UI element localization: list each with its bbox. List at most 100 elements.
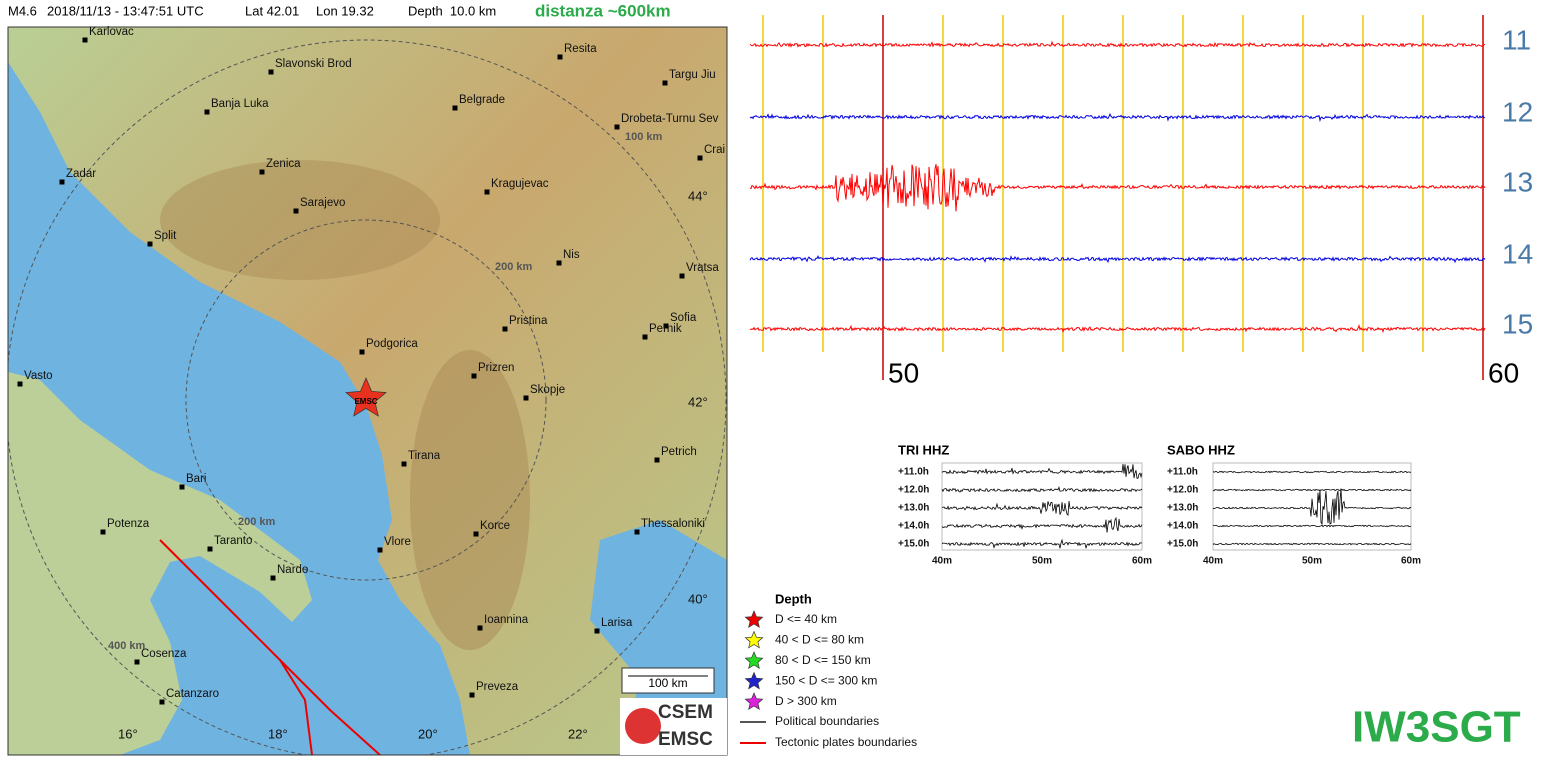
city-label: Preveza: [476, 681, 519, 693]
city-label: Bari: [186, 473, 206, 485]
ring-label: 200 km: [238, 516, 276, 528]
ring-label: 100 km: [625, 131, 663, 143]
city-label: Skopje: [530, 384, 565, 396]
legend-label: D > 300 km: [775, 694, 837, 708]
legend-label: 80 < D <= 150 km: [775, 653, 871, 667]
city-label: Kragujevac: [491, 178, 549, 190]
scale-bar-label: 100 km: [648, 676, 687, 690]
city-label: Catanzaro: [166, 688, 219, 700]
header-datetime: 2018/11/13 - 13:47:51 UTC: [47, 3, 204, 18]
latitude-label: 40°: [688, 591, 708, 606]
minute-label: 50: [888, 357, 919, 388]
legend-label: D <= 40 km: [775, 612, 837, 626]
logo-text: EMSC: [658, 729, 713, 750]
city-label: Targu Jiu: [669, 69, 716, 81]
city-marker: [100, 529, 106, 535]
city-label: Korce: [480, 520, 510, 532]
station-name: SABO HHZ: [1167, 442, 1235, 457]
city-marker: [697, 155, 703, 161]
city-marker: [642, 334, 648, 340]
longitude-label: 16°: [118, 726, 138, 741]
city-label: Pernik: [649, 323, 682, 335]
hour-label: +13.0h: [898, 503, 929, 514]
city-label: Vlore: [384, 536, 411, 548]
watermark: IW3SGT: [1352, 703, 1521, 752]
city-marker: [259, 169, 265, 175]
city-marker: [159, 699, 165, 705]
city-marker: [557, 54, 563, 60]
mountains: [410, 350, 530, 650]
trace-label: 14: [1502, 238, 1533, 269]
city-marker: [662, 80, 668, 86]
city-marker: [82, 37, 88, 43]
legend-star: [744, 651, 764, 670]
city-marker: [179, 484, 185, 490]
seismic-trace: [749, 323, 1486, 334]
city-label: Larisa: [601, 617, 633, 629]
longitude-label: 18°: [268, 726, 288, 741]
header-magnitude: M4.6: [8, 3, 37, 18]
city-label: Zadar: [66, 168, 96, 180]
city-label: Zenica: [266, 158, 301, 170]
longitude-label: 22°: [568, 726, 588, 741]
latitude-label: 44°: [688, 188, 708, 203]
station-trace: [941, 485, 1143, 493]
city-label: Belgrade: [459, 94, 505, 106]
city-marker: [471, 373, 477, 379]
city-marker: [293, 208, 299, 214]
city-marker: [401, 461, 407, 467]
legend-star: [744, 671, 764, 690]
city-label: Karlovac: [89, 26, 134, 38]
city-label: Nis: [563, 249, 580, 261]
city-label: Ioannina: [484, 614, 529, 626]
hour-label: +14.0h: [898, 521, 929, 532]
minute-label: 60: [1488, 357, 1519, 388]
station-frame: [1212, 462, 1412, 551]
station-trace: [1213, 488, 1412, 492]
city-label: Resita: [564, 43, 597, 55]
city-marker: [359, 349, 365, 355]
city-marker: [59, 179, 65, 185]
range-ring: [185, 219, 547, 581]
legend-star: [744, 692, 764, 711]
city-label: Sarajevo: [300, 197, 345, 209]
legend-label: Tectonic plates boundaries: [775, 735, 917, 749]
city-marker: [270, 575, 276, 581]
trace-label: 12: [1502, 96, 1533, 127]
city-label: Tirana: [408, 450, 441, 462]
city-marker: [679, 273, 685, 279]
station-trace: [941, 500, 1143, 517]
station-trace: [1212, 488, 1412, 526]
city-marker: [523, 395, 529, 401]
longitude-label: 20°: [418, 726, 438, 741]
city-label: Slavonski Brod: [275, 58, 352, 70]
city-marker: [634, 529, 640, 535]
logo-text: CSEM: [658, 702, 713, 723]
minute-label: 60m: [1132, 556, 1152, 567]
city-label: Thessaloniki: [641, 518, 705, 530]
city-label: Podgorica: [366, 338, 418, 350]
city-marker: [663, 323, 669, 329]
city-marker: [377, 547, 383, 553]
header-lat: Lat 42.01: [245, 3, 299, 18]
logo-globe: [625, 708, 661, 744]
epicenter-star: [345, 377, 387, 417]
hour-label: +15.0h: [898, 539, 929, 550]
city-marker: [147, 241, 153, 247]
city-label: Pristina: [509, 315, 548, 327]
city-marker: [207, 546, 213, 552]
aegean: [590, 520, 727, 755]
hour-label: +11.0h: [898, 467, 929, 478]
city-marker: [17, 381, 23, 387]
station-trace: [1212, 470, 1412, 474]
station-trace: [941, 538, 1143, 549]
hour-label: +12.0h: [1167, 485, 1198, 496]
seismic-trace: [749, 40, 1486, 48]
scale-bar-box: [621, 667, 715, 694]
minute-label: 40m: [932, 556, 952, 567]
hour-label: +12.0h: [898, 485, 929, 496]
hour-label: +15.0h: [1167, 539, 1198, 550]
header-lon: Lon 19.32: [316, 3, 374, 18]
